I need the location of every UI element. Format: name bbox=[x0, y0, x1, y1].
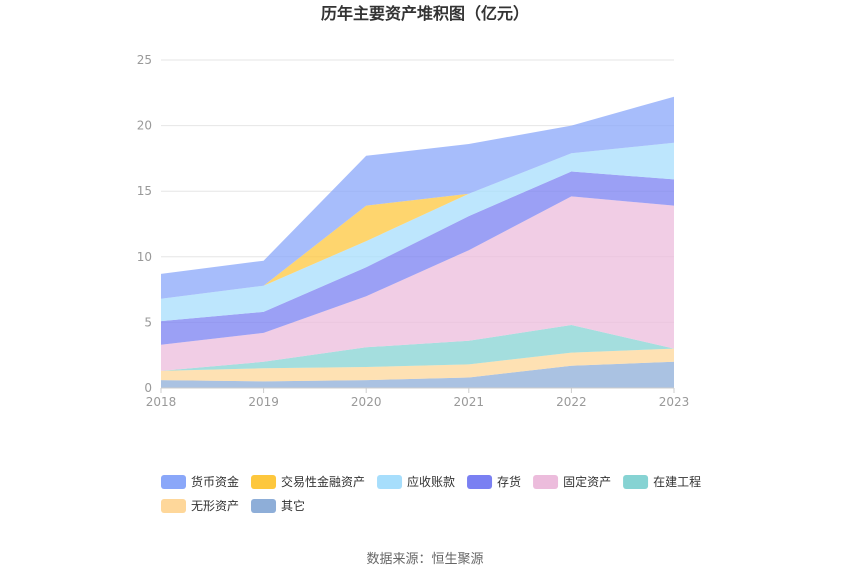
y-tick-label: 0 bbox=[144, 381, 152, 395]
legend-item[interactable]: 应收账款 bbox=[377, 474, 455, 489]
legend-item[interactable]: 在建工程 bbox=[623, 474, 701, 489]
area-4 bbox=[161, 171, 674, 345]
area-0 bbox=[161, 361, 674, 388]
legend-item[interactable]: 交易性金融资产 bbox=[251, 474, 365, 489]
legend-label: 存货 bbox=[497, 474, 521, 489]
legend-label: 交易性金融资产 bbox=[281, 474, 365, 489]
legend-swatch bbox=[623, 475, 649, 489]
legend-label: 固定资产 bbox=[563, 474, 611, 489]
y-tick-label: 5 bbox=[144, 315, 152, 329]
area-5 bbox=[161, 142, 674, 322]
area-2 bbox=[161, 325, 674, 371]
legend-swatch bbox=[377, 475, 403, 489]
legend-swatch bbox=[161, 475, 186, 489]
source-text: 数据来源：恒生聚源 bbox=[366, 552, 483, 567]
area-1 bbox=[161, 348, 674, 382]
area-7 bbox=[161, 96, 674, 299]
axes: 0 5 10 15 20 25 2018 2019 2020 2021 2022 2023 bbox=[137, 53, 690, 409]
legend-swatch bbox=[467, 475, 493, 489]
legend-item[interactable]: 固定资产 bbox=[533, 474, 611, 489]
legend-label: 在建工程 bbox=[653, 474, 701, 489]
x-tick-label: 2022 bbox=[556, 395, 587, 409]
y-tick-label: 10 bbox=[137, 250, 152, 264]
area-3 bbox=[161, 196, 674, 371]
x-tick-label: 2018 bbox=[146, 395, 177, 409]
y-tick-label: 20 bbox=[137, 119, 152, 133]
legend-swatch bbox=[251, 475, 277, 489]
legend-label: 货币资金 bbox=[191, 474, 239, 489]
legend-label: 应收账款 bbox=[407, 474, 455, 489]
legend-item[interactable]: 货币资金 bbox=[161, 474, 239, 489]
x-tick-label: 2021 bbox=[454, 395, 485, 409]
legend-item[interactable]: 存货 bbox=[467, 474, 521, 489]
legend-label: 其它 bbox=[281, 498, 305, 513]
legend-swatch bbox=[251, 499, 277, 513]
legend-item[interactable]: 其它 bbox=[251, 498, 305, 513]
legend-swatch bbox=[533, 475, 559, 489]
legend-swatch bbox=[161, 499, 186, 513]
legend-label: 无形资产 bbox=[191, 499, 239, 513]
y-tick-label: 25 bbox=[137, 53, 152, 67]
x-tick-label: 2023 bbox=[659, 395, 690, 409]
x-tick-label: 2019 bbox=[248, 395, 279, 409]
area-series bbox=[161, 96, 674, 388]
legend-item[interactable]: 无形资产 bbox=[161, 499, 239, 513]
y-tick-label: 15 bbox=[137, 184, 152, 198]
chart-title: 历年主要资产堆积图（亿元） bbox=[321, 4, 529, 23]
x-tick-label: 2020 bbox=[351, 395, 382, 409]
